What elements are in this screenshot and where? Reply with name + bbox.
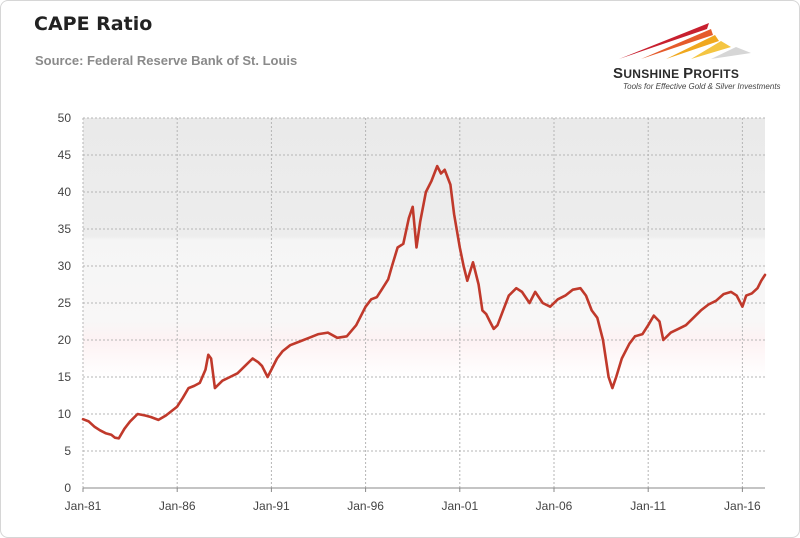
y-tick-label: 45 [58,148,72,162]
logo-wordmark: SUNSHINE PROFITS [613,65,740,82]
x-tick-label: Jan-81 [65,499,102,513]
x-tick-label: Jan-16 [724,499,761,513]
x-tick-label: Jan-96 [347,499,384,513]
y-tick-label: 5 [64,444,71,458]
x-tick-label: Jan-06 [536,499,573,513]
chart-source: Source: Federal Reserve Bank of St. Loui… [35,53,298,68]
y-tick-label: 0 [64,481,71,495]
y-tick-label: 50 [58,111,72,125]
x-tick-label: Jan-01 [441,499,478,513]
sunshine-rays-logo-icon [619,23,751,59]
y-tick-label: 40 [58,185,72,199]
y-tick-label: 10 [58,407,72,421]
x-tick-label: Jan-11 [630,499,666,513]
x-tick-label: Jan-86 [159,499,196,513]
x-tick-label: Jan-91 [253,499,290,513]
y-tick-label: 20 [58,333,72,347]
y-tick-label: 35 [58,222,72,236]
chart-title: CAPE Ratio [34,13,153,35]
cape-series-line [81,164,767,440]
y-tick-label: 25 [58,296,72,310]
logo-tagline: Tools for Effective Gold & Silver Invest… [623,82,781,91]
y-tick-label: 15 [58,370,72,384]
y-tick-label: 30 [58,259,72,273]
